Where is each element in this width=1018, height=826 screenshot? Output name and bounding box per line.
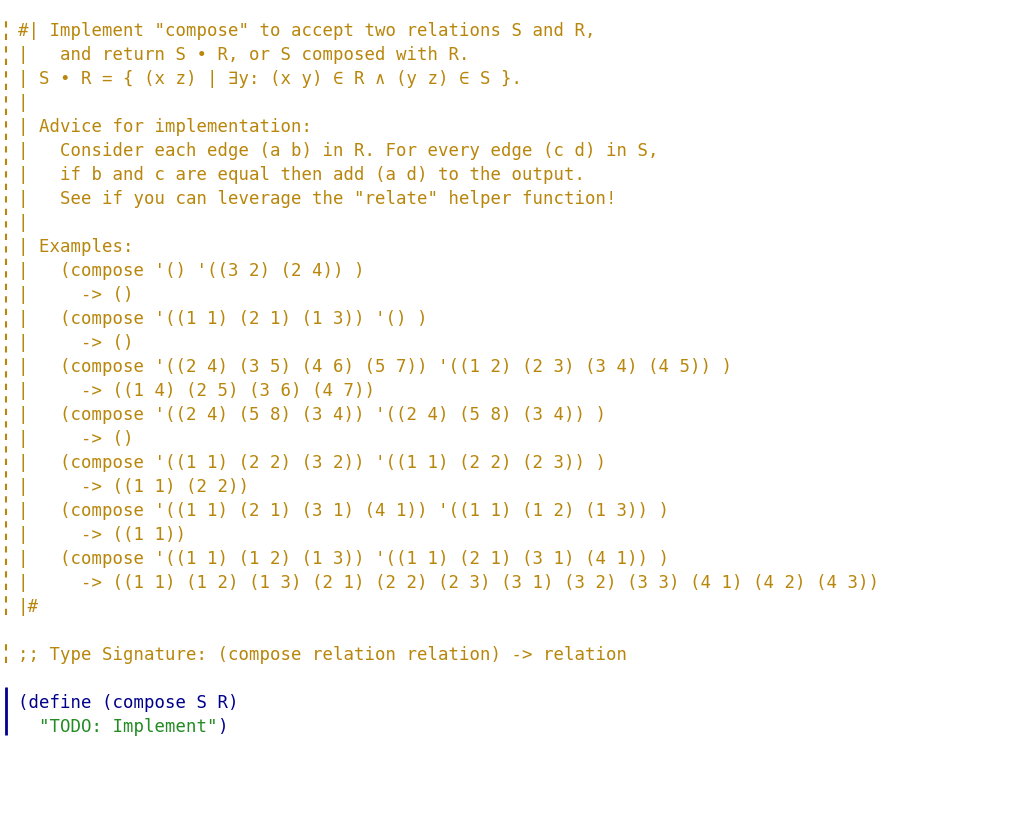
Text: |     -> (): | -> () <box>18 334 133 352</box>
Text: |     -> ((1 1) (1 2) (1 3) (2 1) (2 2) (2 3) (3 1) (3 2) (3 3) (4 1) (4 2) (4 3: | -> ((1 1) (1 2) (1 3) (2 1) (2 2) (2 3… <box>18 574 879 592</box>
Text: |   Consider each edge (a b) in R. For every edge (c d) in S,: | Consider each edge (a b) in R. For eve… <box>18 142 659 160</box>
Text: |   (compose '((1 1) (2 1) (1 3)) '() ): | (compose '((1 1) (2 1) (1 3)) '() ) <box>18 310 428 328</box>
Text: |     -> (): | -> () <box>18 286 133 304</box>
Text: |   (compose '((1 1) (2 1) (3 1) (4 1)) '((1 1) (1 2) (1 3)) ): | (compose '((1 1) (2 1) (3 1) (4 1)) '(… <box>18 502 669 520</box>
Text: |     -> (): | -> () <box>18 430 133 448</box>
Text: | Examples:: | Examples: <box>18 238 133 256</box>
Text: |     -> ((1 1) (2 2)): | -> ((1 1) (2 2)) <box>18 478 249 496</box>
Text: |   if b and c are equal then add (a d) to the output.: | if b and c are equal then add (a d) to… <box>18 166 585 184</box>
Text: |: | <box>18 94 29 112</box>
Text: ;; Type Signature: (compose relation relation) -> relation: ;; Type Signature: (compose relation rel… <box>18 646 627 664</box>
Text: | S • R = { (x z) | ∃y: (x y) ∈ R ∧ (y z) ∈ S }.: | S • R = { (x z) | ∃y: (x y) ∈ R ∧ (y z… <box>18 70 522 88</box>
Text: |   (compose '() '((3 2) (2 4)) ): | (compose '() '((3 2) (2 4)) ) <box>18 262 364 280</box>
Text: |   (compose '((1 1) (2 2) (3 2)) '((1 1) (2 2) (2 3)) ): | (compose '((1 1) (2 2) (3 2)) '((1 1) … <box>18 454 606 472</box>
Text: ): ) <box>218 718 228 736</box>
Text: |     -> ((1 1)): | -> ((1 1)) <box>18 526 186 544</box>
Text: #| Implement "compose" to accept two relations S and R,: #| Implement "compose" to accept two rel… <box>18 22 596 40</box>
Text: "TODO: Implement": "TODO: Implement" <box>39 718 218 736</box>
Text: |   (compose '((1 1) (1 2) (1 3)) '((1 1) (2 1) (3 1) (4 1)) ): | (compose '((1 1) (1 2) (1 3)) '((1 1) … <box>18 550 669 568</box>
Text: |   (compose '((2 4) (5 8) (3 4)) '((2 4) (5 8) (3 4)) ): | (compose '((2 4) (5 8) (3 4)) '((2 4) … <box>18 406 606 424</box>
Text: |     -> ((1 4) (2 5) (3 6) (4 7)): | -> ((1 4) (2 5) (3 6) (4 7)) <box>18 382 375 400</box>
Text: |: | <box>18 214 29 232</box>
Text: |   See if you can leverage the "relate" helper function!: | See if you can leverage the "relate" h… <box>18 190 617 208</box>
Text: |   and return S • R, or S composed with R.: | and return S • R, or S composed with R… <box>18 46 469 64</box>
Text: |#: |# <box>18 598 39 616</box>
Text: |   (compose '((2 4) (3 5) (4 6) (5 7)) '((1 2) (2 3) (3 4) (4 5)) ): | (compose '((2 4) (3 5) (4 6) (5 7)) '(… <box>18 358 732 376</box>
Text: | Advice for implementation:: | Advice for implementation: <box>18 118 312 136</box>
Text: (define (compose S R): (define (compose S R) <box>18 694 238 712</box>
